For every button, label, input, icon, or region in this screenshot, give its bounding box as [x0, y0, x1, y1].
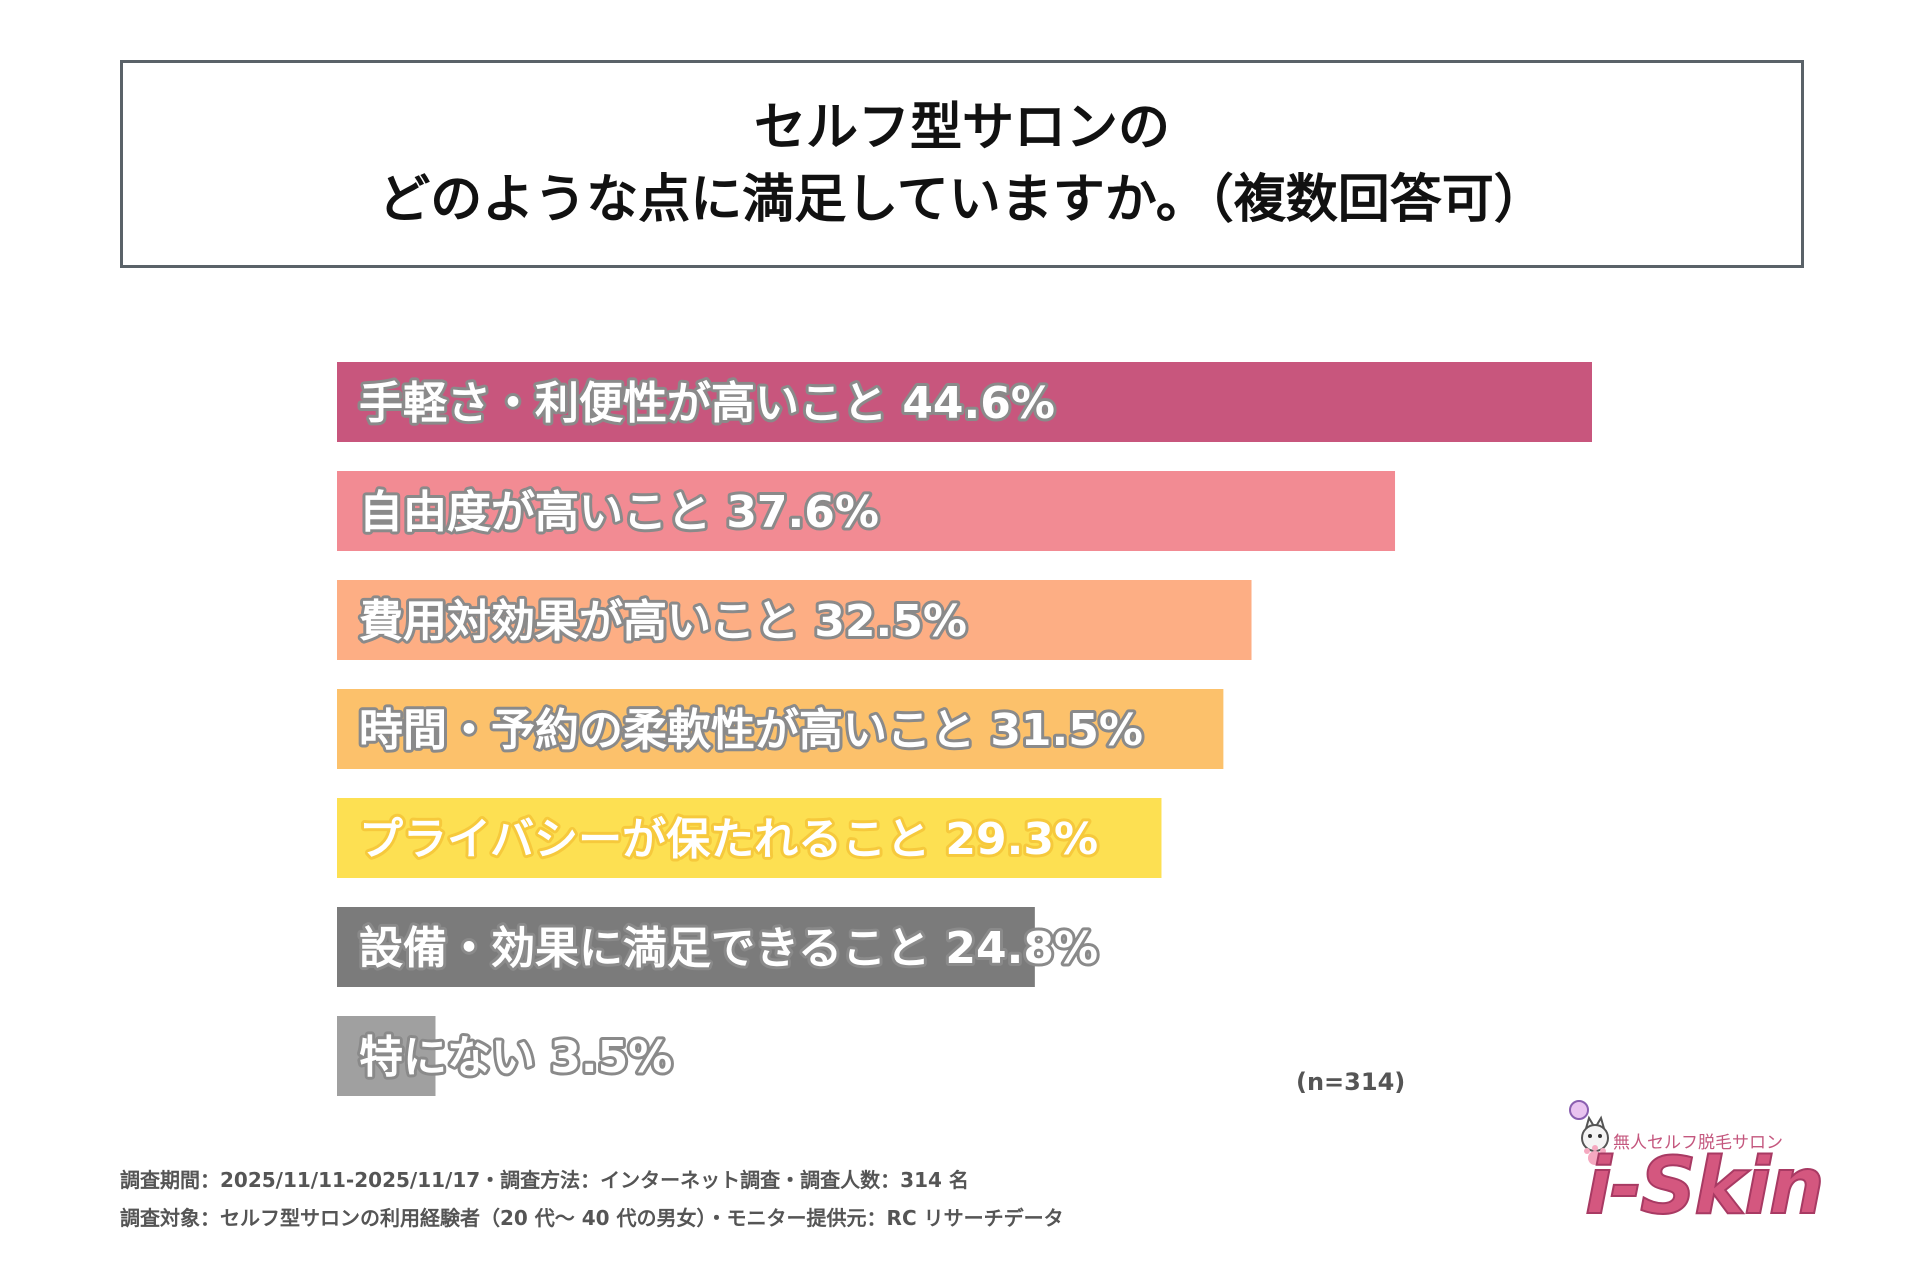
bar-label-4: 時間・予約の柔軟性が高いこと 31.5%	[359, 705, 1143, 756]
brand-logo: 無人セルフ脱毛サロン i-Skin	[1565, 1100, 1825, 1233]
bar-label-6: 設備・効果に満足できること 24.8%	[359, 923, 1098, 974]
title-box: セルフ型サロンの どのような点に満足していますか。（複数回答可）	[120, 60, 1804, 268]
bar-3	[337, 580, 1252, 660]
bar-label-1: 手軽さ・利便性が高いこと 44.6%	[359, 378, 1055, 429]
logo-wordmark: i-Skin	[1584, 1141, 1825, 1233]
bar-label-7: 特にない 3.5%	[359, 1032, 672, 1083]
bar-6	[337, 907, 1035, 987]
bar-label-5: プライバシーが保たれること 29.3%	[359, 814, 1098, 865]
bar-4	[337, 689, 1224, 769]
bar-1	[337, 362, 1592, 442]
logo-tagline: 無人セルフ脱毛サロン	[1613, 1133, 1783, 1153]
chart-title-line-2: どのような点に満足していますか。（複数回答可）	[378, 170, 1546, 230]
chart-title-line-1: セルフ型サロンの	[753, 98, 1170, 158]
bar-7	[337, 1016, 436, 1096]
survey-target-footnote: 調査対象：セルフ型サロンの利用経験者（20 代〜 40 代の男女）・モニター提供…	[120, 1206, 1064, 1230]
bar-label-3: 費用対効果が高いこと 32.5%	[359, 596, 967, 647]
bar-label-2: 自由度が高いこと 37.6%	[359, 487, 879, 538]
cat-mascot-icon	[1569, 1100, 1609, 1165]
bar-5	[337, 798, 1162, 878]
bar-2	[337, 471, 1396, 551]
sample-size-annotation: (n=314)	[1296, 1068, 1406, 1096]
survey-period-footnote: 調査期間：2025/11/11-2025/11/17・調査方法：インターネット調…	[120, 1168, 969, 1192]
